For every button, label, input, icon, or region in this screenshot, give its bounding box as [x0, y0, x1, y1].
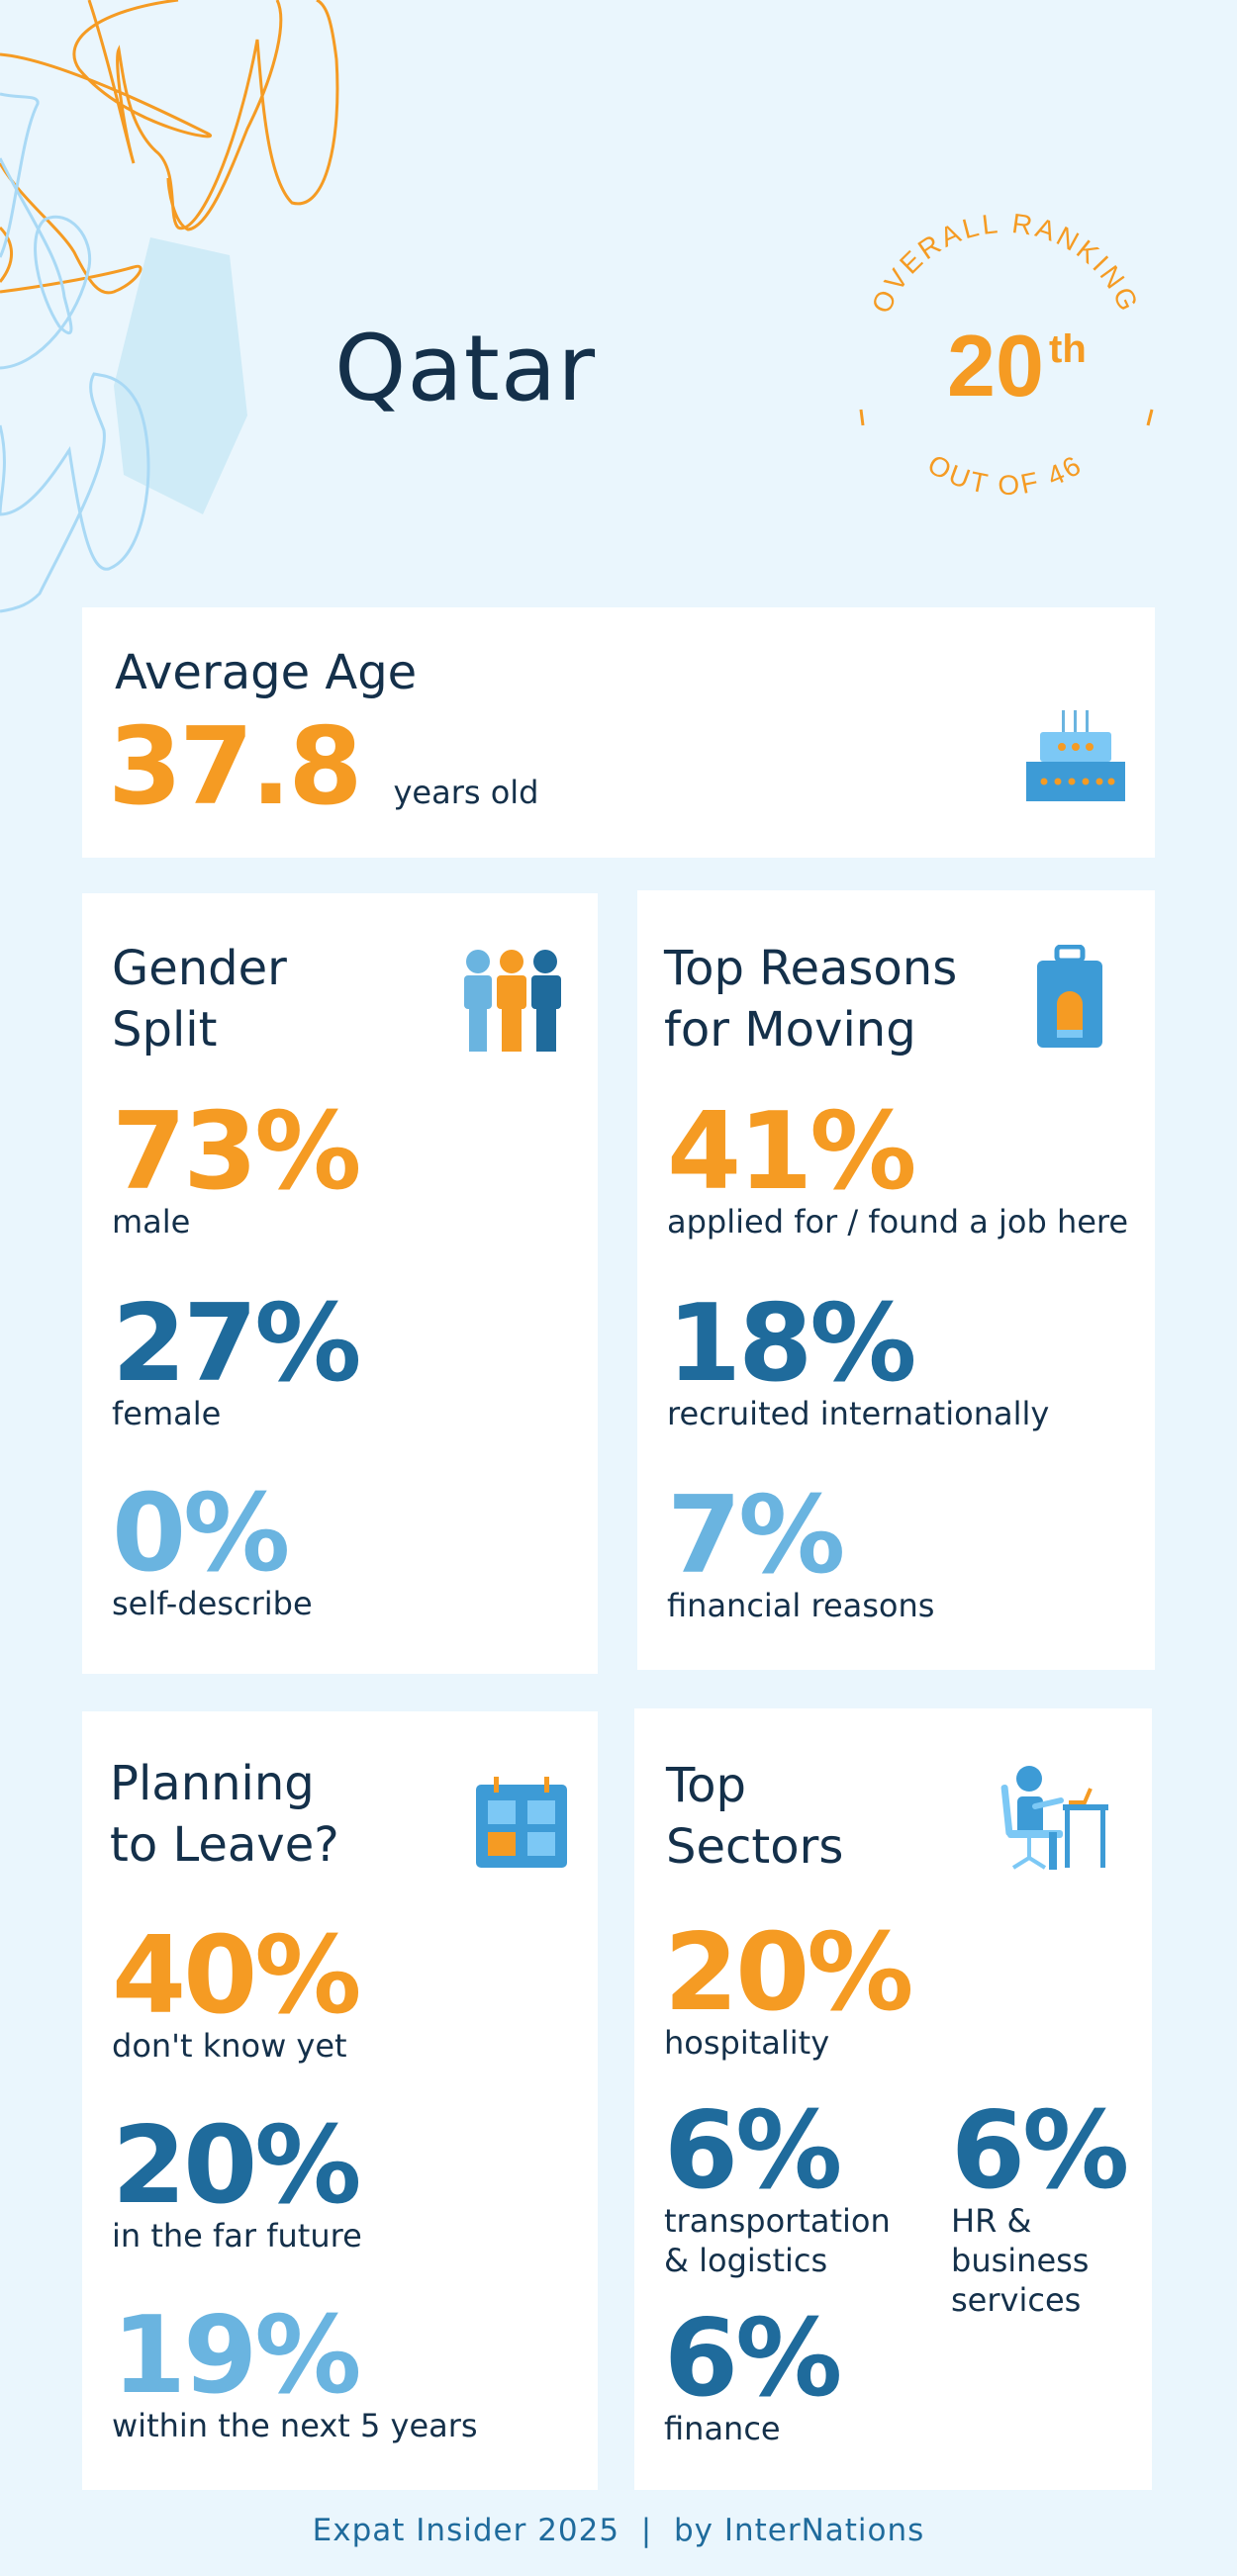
gender-split-title: Gender Split: [112, 938, 287, 1060]
suitcase-icon: [1037, 945, 1102, 1048]
stat-label: services: [951, 2281, 1082, 2319]
title-line: Planning: [110, 1756, 315, 1811]
stat-label: hospitality: [664, 2024, 830, 2062]
planning-to-leave-card: Planning to Leave? 40% don't know yet 20%…: [82, 1711, 598, 2490]
ranking-number: 20: [947, 317, 1044, 414]
blue-scribble: [0, 92, 150, 613]
title-line: Split: [112, 1002, 218, 1058]
average-age-value: 37.8: [108, 705, 362, 829]
stat-value: 19%: [112, 2294, 362, 2418]
title-line: for Moving: [664, 1002, 916, 1058]
stat-label: don't know yet: [112, 2027, 347, 2065]
stat-value: 27%: [112, 1282, 362, 1406]
footer-credit: Expat Insider 2025 | by InterNations: [312, 2513, 925, 2548]
stat-value: 40%: [112, 1914, 362, 2038]
stat-label: recruited internationally: [667, 1395, 1050, 1432]
stat-next-5-years: 19% within the next 5 years: [112, 2294, 478, 2445]
stat-label: & logistics: [664, 2242, 828, 2279]
stat-value: 20%: [664, 1911, 914, 2035]
badge-dash-right: [1146, 409, 1154, 426]
stat-male: 73% male: [112, 1090, 362, 1242]
person-at-desk-icon: [1000, 1766, 1108, 1870]
stat-label: finance: [664, 2410, 781, 2447]
stat-label: applied for / found a job here: [667, 1203, 1129, 1241]
stat-value: 20%: [112, 2104, 362, 2228]
title-line: Sectors: [666, 1819, 844, 1875]
title-line: Top: [666, 1758, 746, 1813]
stat-financial: 7% financial reasons: [667, 1474, 935, 1625]
stat-label: within the next 5 years: [112, 2407, 478, 2444]
stat-job: 41% applied for / found a job here: [667, 1090, 1129, 1242]
title-line: Top Reasons: [664, 941, 958, 996]
ranking-suffix: th: [1049, 327, 1087, 371]
stat-transportation: 6% transportation & logistics: [664, 2089, 891, 2280]
average-age-title: Average Age: [115, 645, 418, 700]
stat-value: 6%: [664, 2089, 842, 2213]
top-reasons-title: Top Reasons for Moving: [664, 938, 957, 1060]
stat-value: 18%: [667, 1282, 917, 1406]
stat-value: 6%: [664, 2297, 842, 2421]
ranking-label-top: OVERALL RANKING: [866, 208, 1146, 318]
country-title: Qatar: [334, 316, 597, 421]
stat-label: financial reasons: [667, 1587, 935, 1624]
planning-to-leave-title: Planning to Leave?: [110, 1753, 339, 1876]
stat-value: 0%: [112, 1472, 290, 1596]
stat-female: 27% female: [112, 1282, 362, 1433]
top-reasons-card: Top Reasons for Moving 41% applied for / …: [637, 890, 1155, 1670]
decorative-scribbles: [0, 0, 339, 613]
average-age-card: Average Age 37.8 years old: [82, 607, 1155, 858]
stat-label: in the far future: [112, 2217, 362, 2254]
stat-label: HR &: [951, 2202, 1032, 2240]
title-line: Gender: [112, 941, 287, 996]
stat-far-future: 20% in the far future: [112, 2104, 362, 2255]
stat-label: transportation: [664, 2202, 891, 2240]
people-icon: [464, 950, 561, 1052]
stat-recruited: 18% recruited internationally: [667, 1282, 1050, 1433]
gender-split-card: Gender Split 73% male 27% female 0% self-de…: [82, 893, 598, 1674]
overall-ranking-badge: OVERALL RANKING OUT OF 46 20 th: [859, 208, 1154, 501]
stat-hospitality: 20% hospitality: [664, 1911, 914, 2063]
stat-label: self-describe: [112, 1585, 313, 1622]
average-age-unit: years old: [393, 774, 539, 811]
stat-dont-know: 40% don't know yet: [112, 1914, 362, 2066]
average-age-row: 37.8 years old: [108, 705, 539, 829]
birthday-cake-icon: [1026, 710, 1125, 801]
stat-value: 73%: [112, 1090, 362, 1214]
stat-label: male: [112, 1203, 191, 1241]
orange-scribble: [0, 0, 339, 295]
stat-value: 6%: [951, 2089, 1129, 2213]
stat-value: 41%: [667, 1090, 917, 1214]
stat-self-describe: 0% self-describe: [112, 1472, 313, 1623]
badge-dash-left: [859, 409, 865, 426]
stat-finance: 6% finance: [664, 2297, 842, 2448]
stat-label: business: [951, 2242, 1090, 2279]
stat-hr-business: 6% HR & business services: [951, 2089, 1129, 2320]
stat-value: 7%: [667, 1474, 845, 1598]
top-sectors-card: Top Sectors 20% hospitality 6% transportat…: [634, 1708, 1152, 2490]
title-line: to Leave?: [110, 1817, 339, 1873]
stat-label: female: [112, 1395, 222, 1432]
top-sectors-title: Top Sectors: [666, 1755, 843, 1878]
ranking-label-bottom: OUT OF 46: [922, 448, 1089, 501]
calendar-icon: [476, 1777, 567, 1868]
